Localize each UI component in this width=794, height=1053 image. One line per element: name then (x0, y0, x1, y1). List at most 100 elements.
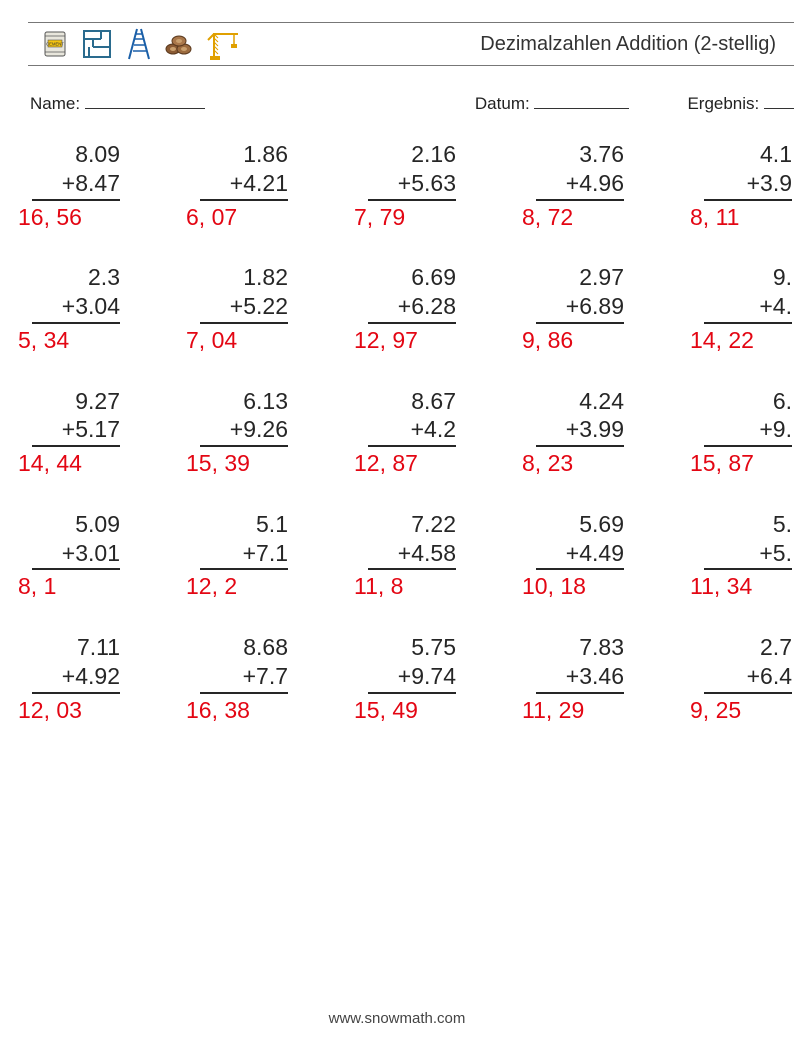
problem: 3.76+4.968, 72 (536, 140, 626, 231)
answer: 15, 39 (186, 447, 290, 478)
footer-url: www.snowmath.com (0, 1010, 794, 1027)
operands: 5.69+4.49 (536, 510, 626, 571)
operand-b: +3.01 (32, 539, 120, 571)
operand-b: +4.92 (32, 662, 120, 694)
date-label: Datum: (475, 94, 530, 113)
answer: 14, 44 (18, 447, 122, 478)
operand-b: +6.89 (536, 292, 624, 324)
result-field: Ergebnis: (687, 92, 794, 114)
answer: 15, 49 (354, 694, 458, 725)
problem: 5.69+4.4910, 18 (536, 510, 626, 601)
operand-a: 5.69 (536, 510, 624, 539)
answer: 7, 79 (354, 201, 458, 232)
lumber-icon (164, 27, 198, 61)
date-blank (534, 92, 629, 109)
operand-b: +4. (704, 292, 792, 324)
operand-b: +4.49 (536, 539, 624, 571)
name-blank (85, 92, 205, 109)
operand-a: 9.27 (32, 387, 120, 416)
problem: 1.82+5.227, 04 (200, 263, 290, 354)
operand-a: 4.24 (536, 387, 624, 416)
operands: 2.7+6.4 (704, 633, 794, 694)
problem-row: 5.09+3.018, 15.1+7.112, 27.22+4.5811, 85… (32, 510, 794, 601)
operands: 6.69+6.28 (368, 263, 458, 324)
problem-row: 9.27+5.1714, 44 6.13+9.2615, 39 8.67+4.212… (32, 387, 794, 478)
operand-a: 6. (704, 387, 792, 416)
svg-text:CEMENT: CEMENT (46, 42, 64, 47)
operand-b: +6.28 (368, 292, 456, 324)
operand-a: 5.1 (200, 510, 288, 539)
answer: 8, 11 (690, 201, 794, 232)
problem: 8.09+8.4716, 56 (32, 140, 122, 231)
operand-a: 2.16 (368, 140, 456, 169)
problem: 8.67+4.212, 87 (368, 387, 458, 478)
operand-a: 8.09 (32, 140, 120, 169)
result-label: Ergebnis: (687, 94, 759, 113)
problem: 7.83+3.4611, 29 (536, 633, 626, 724)
operand-b: +4.2 (368, 415, 456, 447)
answer: 12, 03 (18, 694, 122, 725)
operand-b: +3.9 (704, 169, 792, 201)
problem: 2.3+3.045, 34 (32, 263, 122, 354)
operand-b: +9. (704, 415, 792, 447)
operand-b: +9.26 (200, 415, 288, 447)
operands: 1.86+4.21 (200, 140, 290, 201)
result-blank (764, 92, 794, 109)
operand-a: 2.97 (536, 263, 624, 292)
operand-b: +9.74 (368, 662, 456, 694)
operand-a: 6.69 (368, 263, 456, 292)
operands: 7.83+3.46 (536, 633, 626, 694)
problem: 4.24+3.998, 23 (536, 387, 626, 478)
problem: 4.1+3.98, 11 (704, 140, 794, 231)
name-field: Name: (30, 92, 205, 114)
operand-b: +7.1 (200, 539, 288, 571)
problem-row: 2.3+3.045, 341.82+5.227, 046.69+6.2812, … (32, 263, 794, 354)
operand-b: +5. (704, 539, 792, 571)
operand-a: 2.3 (32, 263, 120, 292)
operands: 7.22+4.58 (368, 510, 458, 571)
operands: 9.+4. (704, 263, 794, 324)
operand-a: 1.86 (200, 140, 288, 169)
maze-icon (80, 27, 114, 61)
operand-a: 7.22 (368, 510, 456, 539)
problem: 6.+9.15, 87 (704, 387, 794, 478)
header-strip: CEMENT (28, 22, 794, 66)
operand-b: +6.4 (704, 662, 792, 694)
operand-b: +5.22 (200, 292, 288, 324)
operand-b: +3.04 (32, 292, 120, 324)
operand-a: 2.7 (704, 633, 792, 662)
problem: 2.7+6.49, 25 (704, 633, 794, 724)
operands: 6.+9. (704, 387, 794, 448)
answer: 9, 86 (522, 324, 626, 355)
operand-a: 1.82 (200, 263, 288, 292)
operand-b: +8.47 (32, 169, 120, 201)
problem: 5.09+3.018, 1 (32, 510, 122, 601)
operand-b: +4.96 (536, 169, 624, 201)
problem: 9.+4.14, 22 (704, 263, 794, 354)
operand-a: 8.67 (368, 387, 456, 416)
answer: 11, 34 (690, 570, 794, 601)
answer: 8, 72 (522, 201, 626, 232)
operand-a: 8.68 (200, 633, 288, 662)
problem-row: 7.11+4.9212, 038.68+7.716, 385.75+9.7415… (32, 633, 794, 724)
answer: 11, 29 (522, 694, 626, 725)
answer: 12, 87 (354, 447, 458, 478)
problem: 9.27+5.1714, 44 (32, 387, 122, 478)
answer: 12, 2 (186, 570, 290, 601)
operands: 8.68+7.7 (200, 633, 290, 694)
operand-a: 7.11 (32, 633, 120, 662)
operand-b: +5.63 (368, 169, 456, 201)
answer: 10, 18 (522, 570, 626, 601)
operands: 3.76+4.96 (536, 140, 626, 201)
operands: 7.11+4.92 (32, 633, 122, 694)
problem: 5.+5.11, 34 (704, 510, 794, 601)
problem: 6.13+9.2615, 39 (200, 387, 290, 478)
problem: 5.75+9.7415, 49 (368, 633, 458, 724)
answer: 16, 56 (18, 201, 122, 232)
problem: 5.1+7.112, 2 (200, 510, 290, 601)
operands: 2.97+6.89 (536, 263, 626, 324)
problem-row: 8.09+8.4716, 561.86+4.216, 072.16+5.637,… (32, 140, 794, 231)
problem: 2.16+5.637, 79 (368, 140, 458, 231)
operand-b: +5.17 (32, 415, 120, 447)
operands: 5.09+3.01 (32, 510, 122, 571)
